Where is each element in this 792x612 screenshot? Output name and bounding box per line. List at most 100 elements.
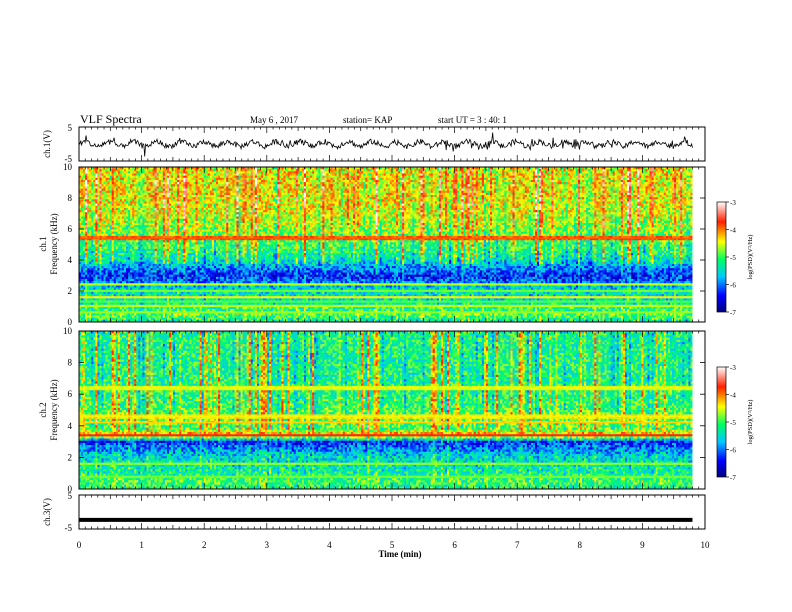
- spectrogram-cell: [89, 279, 91, 281]
- spectrogram-cell: [91, 219, 93, 221]
- spectrogram-cell: [81, 277, 83, 279]
- spectrogram-cell: [99, 178, 101, 180]
- spectrogram-cell: [104, 219, 106, 221]
- spectrogram-cell: [101, 206, 103, 208]
- spectrogram-cell: [97, 245, 99, 247]
- spectrogram-cell: [106, 307, 108, 309]
- spectrogram-cell: [97, 186, 99, 188]
- spectrogram-cell: [81, 268, 83, 270]
- spectrogram-cell: [97, 217, 99, 219]
- spectrogram-cell: [87, 242, 89, 244]
- spectrogram-cell: [83, 176, 85, 178]
- spectrogram-cell: [91, 225, 93, 227]
- spectrogram-cell: [93, 193, 95, 195]
- spectrogram-cell: [83, 264, 85, 266]
- spectrogram-cell: [97, 285, 99, 287]
- spectrogram-cell: [104, 272, 106, 274]
- spectrogram-cell: [104, 178, 106, 180]
- spectrogram-cell: [83, 288, 85, 290]
- spectrogram-cell: [91, 266, 93, 268]
- spectrogram-cell: [99, 242, 101, 244]
- spectrogram-cell: [104, 195, 106, 197]
- spectrogram-cell: [83, 195, 85, 197]
- spectrogram-cell: [99, 225, 101, 227]
- spectrogram-cell: [101, 173, 103, 175]
- spectrogram-cell: [91, 307, 93, 309]
- spectrogram-cell: [85, 307, 87, 309]
- spectrogram-cell: [91, 176, 93, 178]
- spectrogram-cell: [87, 189, 89, 191]
- spectrogram-cell: [91, 279, 93, 281]
- spectrogram-cell: [93, 199, 95, 201]
- spectrogram-cell: [101, 193, 103, 195]
- spectrogram-cell: [97, 249, 99, 251]
- spectrogram-cell: [83, 257, 85, 259]
- spectrogram-cell: [95, 260, 97, 262]
- spectrogram-cell: [106, 182, 108, 184]
- spectrogram-cell: [85, 303, 87, 305]
- spectrogram-cell: [93, 234, 95, 236]
- spectrogram-cell: [93, 197, 95, 199]
- spectrogram-cell: [106, 186, 108, 188]
- spectrogram-cell: [83, 285, 85, 287]
- spectrogram-cell: [99, 303, 101, 305]
- spectrogram-cell: [89, 232, 91, 234]
- spectrogram-cell: [101, 227, 103, 229]
- spectrogram-cell: [91, 240, 93, 242]
- spectrogram-cell: [83, 266, 85, 268]
- spectrogram-cell: [89, 268, 91, 270]
- spectrogram-cell: [101, 316, 103, 318]
- spectrogram-cell: [87, 221, 89, 223]
- spectrogram-cell: [87, 288, 89, 290]
- spectrogram-cell: [83, 210, 85, 212]
- spectrogram-cell: [85, 199, 87, 201]
- spectrogram-cell: [85, 229, 87, 231]
- spectrogram-cell: [99, 294, 101, 296]
- spectrogram-cell: [87, 184, 89, 186]
- spectrogram-cell: [85, 184, 87, 186]
- spectrogram-cell: [104, 234, 106, 236]
- spectrogram-cell: [97, 195, 99, 197]
- spectrogram-cell: [89, 234, 91, 236]
- spectrogram-cell: [95, 245, 97, 247]
- spectrogram-cell: [104, 180, 106, 182]
- spectrogram-cell: [101, 221, 103, 223]
- spectrogram-cell: [93, 182, 95, 184]
- spectrogram-cell: [97, 260, 99, 262]
- spectrogram-cell: [91, 316, 93, 318]
- spectrogram-cell: [81, 171, 83, 173]
- spectrogram-cell: [101, 292, 103, 294]
- spectrogram-cell: [106, 281, 108, 283]
- spectrogram-cell: [95, 313, 97, 315]
- spectrogram-cell: [91, 232, 93, 234]
- spectrogram-cell: [99, 176, 101, 178]
- spectrogram-cell: [101, 298, 103, 300]
- spectrogram-cell: [95, 227, 97, 229]
- spectrogram-cell: [83, 234, 85, 236]
- spectrogram-cell: [85, 223, 87, 225]
- spectrogram-cell: [85, 169, 87, 171]
- spectrogram-cell: [106, 178, 108, 180]
- spectrogram-cell: [81, 279, 83, 281]
- spectrogram-cell: [89, 173, 91, 175]
- spectrogram-cell: [106, 214, 108, 216]
- spectrogram-cell: [85, 242, 87, 244]
- spectrogram-cell: [99, 206, 101, 208]
- spectrogram-cell: [87, 281, 89, 283]
- spectrogram-cell: [101, 249, 103, 251]
- spectrogram-cell: [97, 193, 99, 195]
- spectrogram-cell: [85, 255, 87, 257]
- spectrogram-cell: [85, 313, 87, 315]
- spectrogram-cell: [93, 180, 95, 182]
- spectrogram-cell: [95, 208, 97, 210]
- spectrogram-cell: [81, 262, 83, 264]
- spectrogram-cell: [89, 212, 91, 214]
- spectrogram-cell: [97, 169, 99, 171]
- spectrogram-cell: [85, 285, 87, 287]
- spectrogram-cell: [85, 253, 87, 255]
- ch1-waveform-trace: [79, 133, 693, 157]
- spectrogram-cell: [87, 178, 89, 180]
- spectrogram-cell: [99, 309, 101, 311]
- spectrogram-cell: [101, 240, 103, 242]
- spectrogram-cell: [93, 214, 95, 216]
